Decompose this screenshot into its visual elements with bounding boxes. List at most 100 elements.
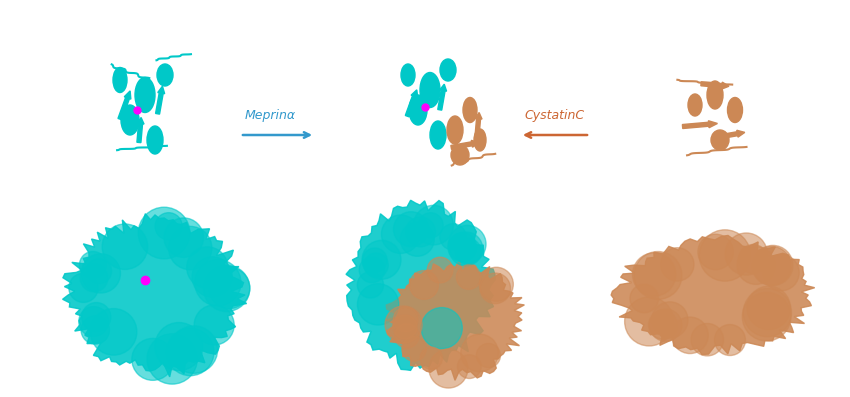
Ellipse shape [147, 126, 163, 154]
Circle shape [428, 257, 453, 283]
Circle shape [170, 326, 218, 373]
Circle shape [357, 284, 399, 325]
Circle shape [155, 322, 203, 370]
Circle shape [739, 245, 768, 274]
Circle shape [192, 257, 232, 297]
Circle shape [476, 343, 501, 368]
Circle shape [461, 334, 498, 372]
Polygon shape [611, 235, 814, 355]
Ellipse shape [401, 64, 415, 86]
Circle shape [742, 293, 790, 341]
Circle shape [382, 215, 420, 253]
Circle shape [102, 224, 148, 270]
Circle shape [455, 238, 481, 264]
Polygon shape [346, 200, 496, 370]
Ellipse shape [688, 94, 702, 116]
Circle shape [139, 207, 190, 259]
Circle shape [79, 251, 106, 279]
Circle shape [456, 265, 481, 289]
Circle shape [364, 253, 388, 277]
Circle shape [81, 316, 110, 344]
Circle shape [649, 310, 677, 339]
Circle shape [155, 213, 182, 240]
Circle shape [652, 302, 688, 338]
FancyArrow shape [701, 82, 729, 89]
Ellipse shape [474, 129, 486, 151]
Circle shape [80, 264, 108, 292]
Circle shape [194, 305, 234, 345]
Ellipse shape [135, 77, 155, 112]
Circle shape [691, 324, 723, 356]
Circle shape [132, 338, 173, 380]
Circle shape [79, 306, 109, 337]
Circle shape [362, 240, 401, 279]
Circle shape [414, 205, 453, 245]
Circle shape [195, 260, 241, 306]
Circle shape [422, 308, 462, 349]
Circle shape [449, 232, 483, 266]
FancyArrow shape [405, 90, 417, 117]
Circle shape [660, 248, 694, 281]
Circle shape [418, 213, 443, 238]
Circle shape [457, 355, 481, 378]
Circle shape [82, 303, 111, 331]
Ellipse shape [447, 116, 463, 144]
Circle shape [357, 272, 383, 298]
Text: Meprinα: Meprinα [245, 109, 296, 122]
Circle shape [625, 297, 673, 346]
Circle shape [393, 315, 417, 339]
Circle shape [90, 308, 137, 355]
FancyArrow shape [118, 91, 131, 120]
Ellipse shape [440, 59, 456, 81]
Circle shape [187, 247, 228, 288]
Circle shape [394, 324, 419, 348]
Ellipse shape [409, 95, 427, 125]
Ellipse shape [420, 73, 440, 108]
Ellipse shape [430, 121, 446, 149]
Circle shape [420, 347, 442, 369]
Circle shape [385, 306, 422, 343]
Circle shape [698, 234, 734, 270]
Circle shape [763, 254, 799, 291]
Circle shape [167, 328, 214, 376]
Ellipse shape [728, 98, 743, 123]
Circle shape [634, 252, 682, 299]
Circle shape [400, 222, 434, 256]
Circle shape [402, 337, 427, 361]
Circle shape [69, 273, 98, 303]
Circle shape [439, 224, 466, 250]
Circle shape [448, 233, 477, 262]
FancyArrow shape [450, 140, 479, 149]
Circle shape [429, 349, 468, 388]
Ellipse shape [157, 64, 173, 86]
Circle shape [632, 253, 676, 296]
Circle shape [405, 217, 435, 247]
Circle shape [737, 247, 775, 284]
FancyArrow shape [438, 84, 446, 110]
Ellipse shape [113, 67, 127, 93]
Circle shape [480, 273, 511, 304]
Circle shape [649, 309, 682, 341]
Ellipse shape [451, 145, 469, 165]
Circle shape [203, 265, 250, 312]
Circle shape [449, 225, 486, 263]
Ellipse shape [707, 81, 723, 109]
FancyArrow shape [475, 112, 482, 138]
Circle shape [630, 284, 659, 313]
FancyArrow shape [715, 130, 745, 140]
Circle shape [164, 218, 203, 257]
Circle shape [672, 317, 708, 354]
Circle shape [363, 248, 387, 272]
Circle shape [82, 254, 121, 293]
Circle shape [410, 270, 439, 299]
FancyArrow shape [137, 118, 144, 143]
Polygon shape [63, 214, 246, 377]
Polygon shape [386, 260, 524, 380]
Circle shape [725, 233, 768, 275]
Circle shape [87, 258, 111, 284]
Circle shape [743, 289, 791, 337]
Circle shape [147, 334, 197, 384]
Circle shape [168, 226, 212, 270]
FancyArrow shape [683, 121, 717, 129]
Circle shape [715, 324, 745, 356]
